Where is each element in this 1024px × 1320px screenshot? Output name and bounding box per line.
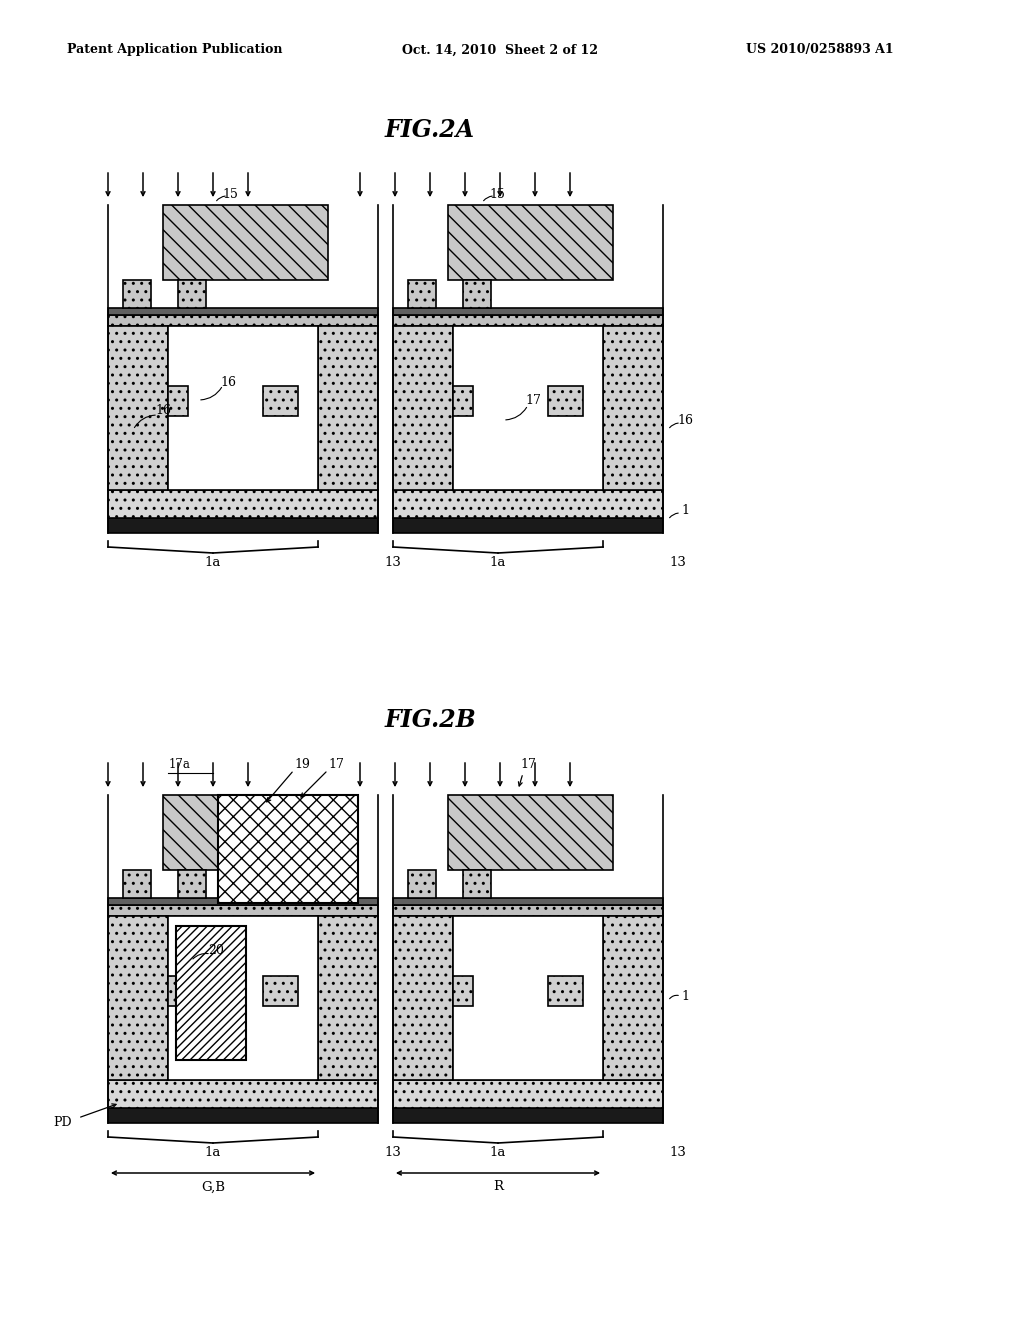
Bar [393,517,663,533]
Bar [318,326,378,490]
Text: FIG.2B: FIG.2B [384,708,476,733]
Bar [178,870,206,898]
Bar [393,1080,663,1107]
Text: US 2010/0258893 A1: US 2010/0258893 A1 [746,44,894,57]
Text: 15: 15 [489,189,505,202]
Text: 17: 17 [328,759,344,771]
Bar [123,280,151,308]
Bar [393,916,453,1080]
Bar [108,517,378,533]
Bar [453,975,473,1006]
Bar [393,1107,663,1123]
Text: 1: 1 [681,503,689,516]
Bar [393,308,663,315]
Text: 16: 16 [155,404,171,417]
Bar [548,385,583,416]
Text: 1: 1 [681,990,689,1002]
Text: 13: 13 [670,557,686,569]
Text: R: R [493,1180,503,1193]
Text: 1a: 1a [205,1147,221,1159]
Text: 1a: 1a [489,1147,506,1159]
Bar [393,326,453,490]
Bar [108,1107,378,1123]
Bar [168,326,318,490]
Bar [393,315,663,326]
Text: FIG.2A: FIG.2A [385,117,475,143]
Text: 13: 13 [385,1147,401,1159]
Text: G,B: G,B [201,1180,225,1193]
Text: 1a: 1a [205,557,221,569]
Bar [318,916,378,1080]
Bar [263,385,298,416]
Text: Oct. 14, 2010  Sheet 2 of 12: Oct. 14, 2010 Sheet 2 of 12 [402,44,598,57]
Bar [603,916,663,1080]
Text: PD: PD [53,1117,73,1130]
Bar [408,280,436,308]
Bar [108,898,378,906]
Bar [453,385,473,416]
Bar [449,205,613,280]
Text: 1a: 1a [489,557,506,569]
Bar [168,975,188,1006]
Text: 15: 15 [222,189,238,202]
Text: 13: 13 [670,1147,686,1159]
Bar [176,927,246,1060]
Text: 20: 20 [208,945,224,957]
Bar [453,916,603,1080]
Bar [449,795,613,870]
Bar [463,870,490,898]
Bar [108,315,378,326]
Bar [263,975,298,1006]
Bar [178,280,206,308]
Bar [393,898,663,906]
Text: 16: 16 [677,413,693,426]
Bar [168,916,318,1080]
Bar [218,795,358,903]
Bar [108,308,378,315]
Text: 19: 19 [294,759,310,771]
Text: 17: 17 [525,395,541,408]
Bar [108,906,378,916]
Bar [603,326,663,490]
Bar [123,870,151,898]
Bar [463,280,490,308]
Text: 13: 13 [385,557,401,569]
Text: 16: 16 [220,375,236,388]
Bar [108,490,378,517]
Bar [548,975,583,1006]
Bar [453,326,603,490]
Bar [108,916,168,1080]
Bar [393,906,663,916]
Bar [163,795,218,870]
Bar [108,326,168,490]
Text: Patent Application Publication: Patent Application Publication [68,44,283,57]
Bar [163,205,328,280]
Bar [168,385,188,416]
Bar [408,870,436,898]
Text: 17a: 17a [169,759,190,771]
Text: 17: 17 [520,759,536,771]
Bar [393,490,663,517]
Bar [108,1080,378,1107]
